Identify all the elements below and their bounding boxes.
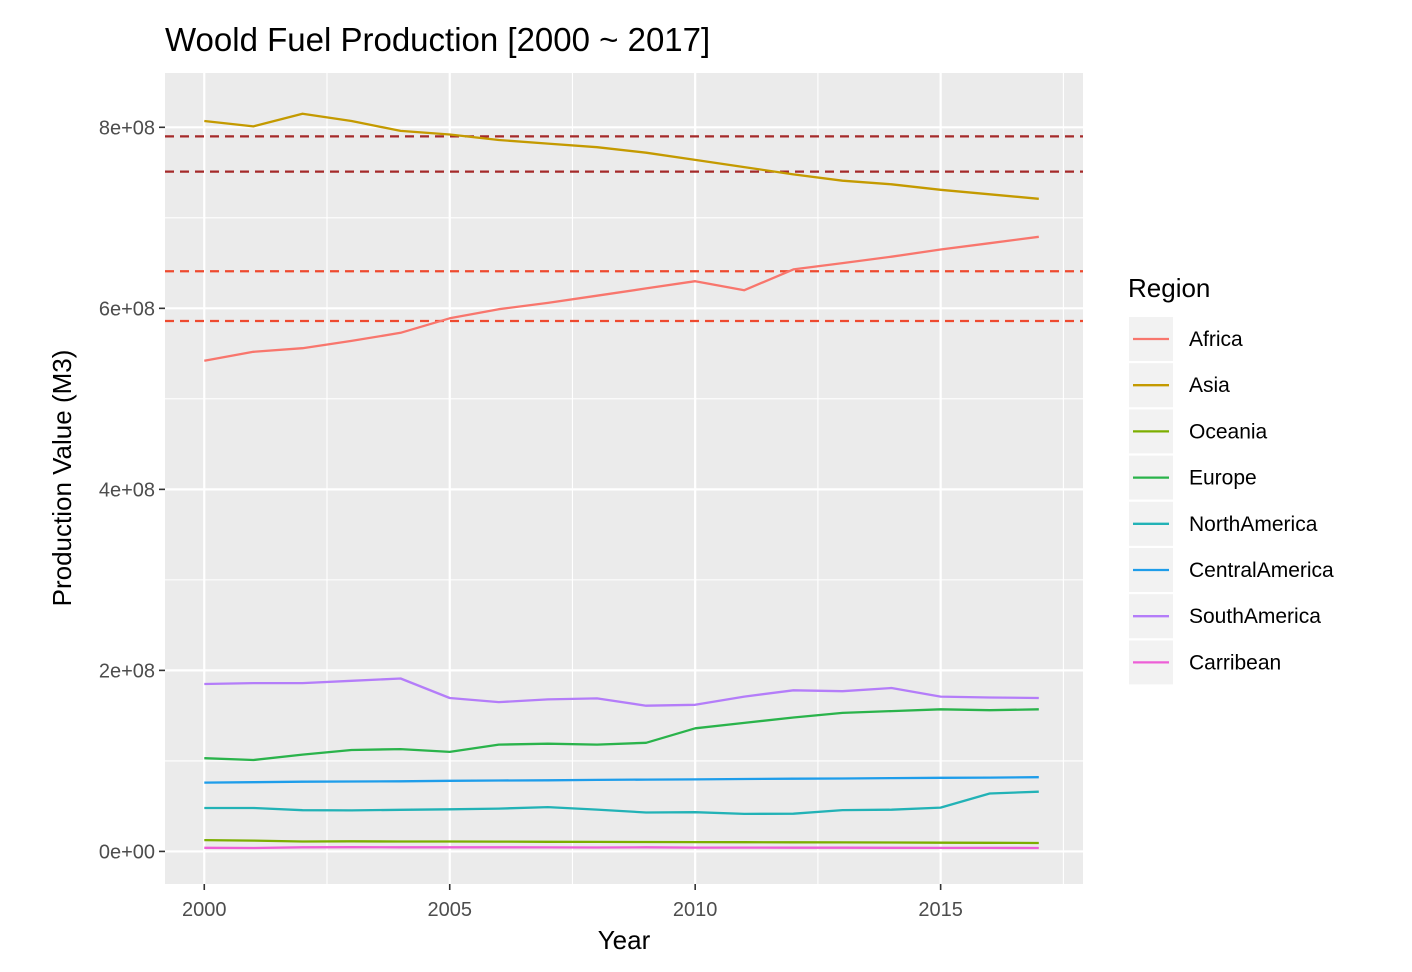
legend-label-carribean: Carribean: [1189, 651, 1281, 674]
series-line-europe: [204, 708, 1039, 762]
legend-label-oceania: Oceania: [1189, 420, 1268, 443]
x-tick-label: 2000: [182, 899, 227, 921]
legend-label-southamerica: SouthAmerica: [1189, 605, 1321, 628]
minor-gridlines: [165, 73, 1083, 884]
chart-title: Woold Fuel Production [2000 ~ 2017]: [165, 21, 710, 58]
legend-label-centralamerica: CentralAmerica: [1189, 559, 1334, 582]
y-tick-label: 2e+08: [99, 660, 155, 682]
legend-label-asia: Asia: [1189, 374, 1230, 397]
series-line-southamerica: [204, 677, 1039, 707]
x-tick-label: 2010: [673, 899, 718, 921]
series-line-northamerica: [204, 790, 1039, 816]
legend-label-northamerica: NorthAmerica: [1189, 513, 1318, 536]
y-axis-title: Production Value (M3): [47, 350, 77, 607]
y-axis: 0e+00 2e+08 4e+08 6e+08 8e+08: [99, 117, 165, 863]
legend: Region Africa Asia Oceania Europe NorthAmeri…: [1128, 273, 1334, 685]
y-tick-label: 6e+08: [99, 298, 155, 320]
y-tick-label: 4e+08: [99, 479, 155, 501]
series-line-oceania: [204, 838, 1039, 845]
series-line-africa: [204, 235, 1039, 362]
major-gridlines: [165, 73, 1083, 884]
x-tick-label: 2015: [918, 899, 963, 921]
legend-label-europe: Europe: [1189, 467, 1257, 490]
y-tick-label: 0e+00: [99, 841, 155, 863]
x-axis: 2000 2005 2010 2015: [182, 884, 963, 921]
y-tick-label: 8e+08: [99, 117, 155, 139]
series-line-asia: [204, 112, 1039, 200]
plot-panel: [165, 73, 1083, 884]
legend-label-africa: Africa: [1189, 328, 1243, 351]
series-line-centralamerica: [204, 776, 1039, 784]
x-axis-title: Year: [598, 925, 651, 955]
series-lines: [204, 112, 1039, 850]
x-tick-label: 2005: [427, 899, 472, 921]
reference-lines: [165, 135, 1083, 323]
legend-title: Region: [1128, 273, 1210, 303]
series-line-carribean: [204, 846, 1039, 850]
